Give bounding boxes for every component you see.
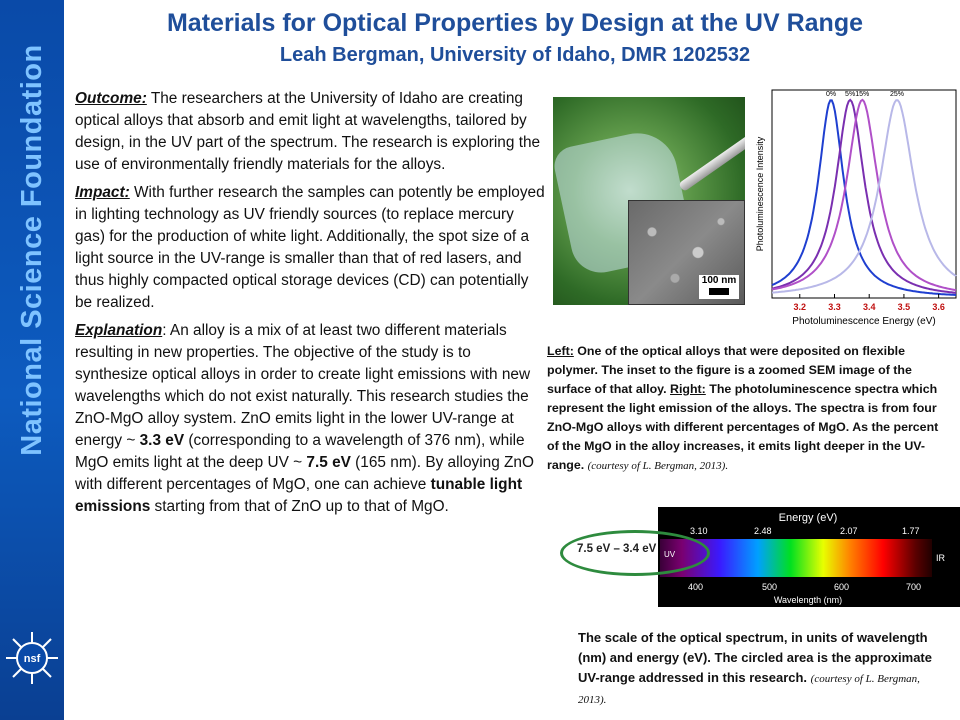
pl-series-group (771, 98, 957, 296)
spectrum-caption-text: The scale of the optical spectrum, in un… (578, 630, 932, 685)
body-text: Outcome: The researchers at the Universi… (75, 88, 545, 524)
uv-range-circle (560, 530, 710, 576)
alloy-photo: 100 nm (553, 97, 745, 305)
pl-series-line (771, 99, 957, 294)
x-tick-label: 3.4 (863, 302, 876, 312)
energy-tick-label: 2.07 (840, 526, 858, 536)
pl-series-line (771, 98, 957, 294)
x-tick-label: 3.2 (794, 302, 807, 312)
explanation-text-3: (165 nm). By alloying ZnO with different… (75, 454, 534, 493)
impact-heading: Impact: (75, 184, 130, 201)
x-tick-labels: 3.2 3.3 3.4 3.5 3.6 (794, 294, 945, 312)
explanation-heading: Explanation (75, 322, 163, 339)
outcome-paragraph: Outcome: The researchers at the Universi… (75, 88, 545, 176)
explanation-paragraph: Explanation: An alloy is a mix of at lea… (75, 320, 545, 518)
wavelength-axis-title: Wavelength (nm) (774, 595, 842, 605)
caption-credit: (courtesy of L. Bergman, 2013). (587, 460, 729, 472)
scale-bar-line (709, 288, 729, 295)
outcome-heading: Outcome: (75, 90, 147, 107)
nsf-logo: nsf (6, 632, 58, 684)
pl-series-labels: 0% 5% 15% 25% (826, 91, 904, 98)
pl-series-line (771, 99, 957, 296)
org-name: National Science Foundation (16, 44, 48, 456)
zno-energy: 3.3 eV (139, 432, 185, 449)
caption-left-label: Left: (547, 344, 574, 358)
pl-series-label: 15% (855, 91, 869, 98)
pl-series-label: 0% (826, 91, 836, 98)
spectrum-caption-credit: (courtesy of L. Bergman, 2013). (578, 673, 920, 706)
x-tick-label: 3.5 (898, 302, 911, 312)
sem-inset-image: 100 nm (628, 200, 745, 305)
page-title: Materials for Optical Properties by Desi… (166, 9, 863, 37)
caption-right-label: Right: (670, 382, 706, 396)
impact-paragraph: Impact: With further research the sample… (75, 182, 545, 314)
plot-frame (771, 89, 957, 299)
explanation-text-2: (corresponding to a wavelength of 376 nm… (75, 432, 525, 471)
nsf-logo-text: nsf (24, 653, 41, 665)
spectrum-caption: The scale of the optical spectrum, in un… (578, 628, 948, 710)
x-axis-label: Photoluminescence Energy (eV) (792, 316, 935, 327)
wavelength-tick-label: 600 (834, 582, 849, 592)
x-tick-label: 3.6 (932, 302, 945, 312)
pl-series-label: 5% (845, 91, 855, 98)
pl-series-line (771, 98, 957, 292)
explanation-text-1: : An alloy is a mix of at least two diff… (75, 322, 531, 449)
wavelength-tick-label: 700 (906, 582, 921, 592)
energy-tick-label: 3.10 (690, 526, 708, 536)
scale-bar-label: 100 nm (701, 275, 737, 286)
energy-tick-label: 2.48 (754, 526, 772, 536)
pl-spectra-chart: 0% 5% 15% 25% 3.2 3.3 3.4 3.5 3.6 Photoluminesc… (755, 89, 957, 327)
mgo-energy: 7.5 eV (306, 454, 351, 471)
pl-series-label: 25% (890, 91, 904, 98)
tweezer (678, 132, 745, 192)
x-tick-label: 3.3 (828, 302, 841, 312)
tunable-emissions: tunable light emissions (75, 476, 523, 515)
sidebar-banner: National Science Foundation nsf (0, 0, 64, 720)
energy-tick-label: 1.77 (902, 526, 920, 536)
energy-axis-title: Energy (eV) (779, 512, 838, 524)
y-axis-label: Photoluminescence Intensity (755, 136, 765, 251)
page-subtitle: Leah Bergman, University of Idaho, DMR 1… (279, 44, 751, 66)
explanation-text-4: starting from that of ZnO up to that of … (150, 498, 449, 515)
scale-bar: 100 nm (699, 275, 739, 299)
outcome-text: The researchers at the University of Ida… (75, 90, 541, 173)
figure-caption: Left: One of the optical alloys that wer… (547, 342, 952, 476)
ir-label: IR (936, 553, 946, 563)
wavelength-tick-label: 400 (688, 582, 703, 592)
caption-right-text: The photoluminescence spectra which repr… (547, 382, 939, 472)
impact-text: With further research the samples can po… (75, 184, 545, 311)
caption-left-text: One of the optical alloys that were depo… (547, 344, 912, 396)
wavelength-tick-label: 500 (762, 582, 777, 592)
